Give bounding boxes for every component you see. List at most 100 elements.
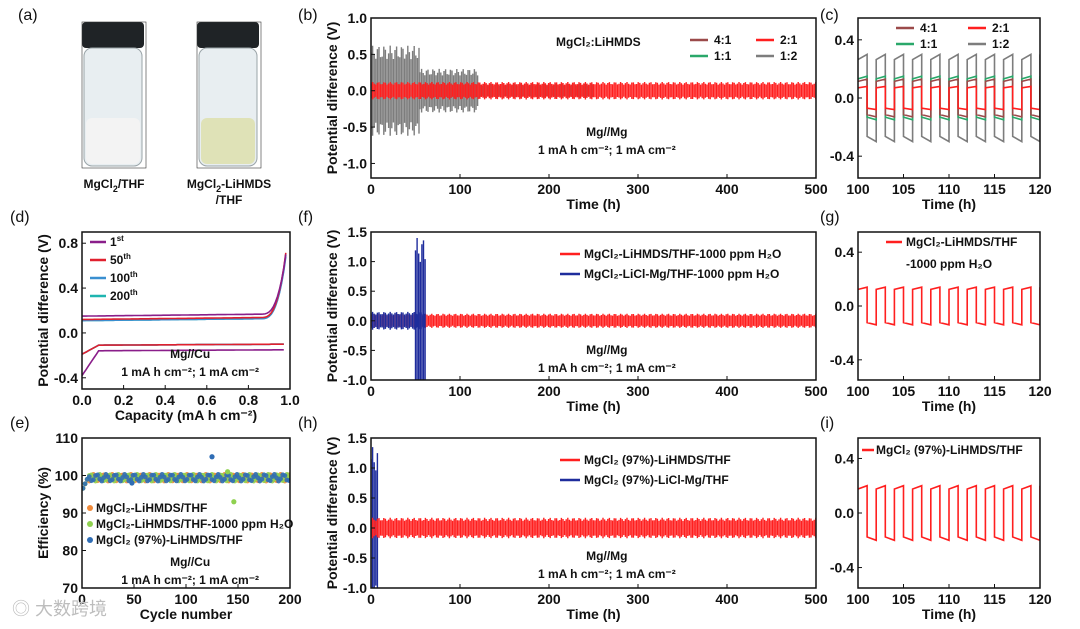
panel-label: (c) (820, 7, 839, 24)
efficiency-point (147, 477, 153, 482)
x-tick-label: 0.6 (197, 392, 217, 408)
y-tick-label: 1.0 (348, 254, 368, 270)
x-axis-label: Time (h) (566, 398, 620, 414)
discharge-curve (82, 349, 284, 376)
y-tick-label: 90 (62, 505, 78, 521)
efficiency-point (207, 472, 213, 478)
annotation-cell-type: Mg//Cu (170, 555, 210, 569)
legend-entry: MgCl₂-LiHMDS/THF (96, 501, 207, 515)
legend-superscript: th (130, 270, 138, 279)
vial-cap (197, 22, 259, 48)
x-tick-label: 0 (78, 591, 86, 607)
plot-frame (370, 17, 817, 179)
efficiency-point (199, 474, 205, 480)
annotation-cell-type: Mg//Mg (586, 125, 627, 139)
vial-contents (201, 118, 255, 164)
y-axis-label: Potential difference (V) (324, 230, 340, 382)
efficiency-point (143, 474, 148, 480)
y-tick-label: -0.4 (54, 370, 78, 386)
efficiency-point (240, 476, 246, 482)
vial-caption: MgCl2-LiHMDS (187, 177, 271, 194)
legend-entry: 200th (110, 288, 138, 303)
x-axis-label: Time (h) (566, 606, 620, 622)
x-tick-label: 100 (846, 181, 870, 197)
y-tick-label: 0.0 (835, 298, 855, 314)
square-wave-series (858, 78, 1040, 118)
plot-area (371, 447, 816, 588)
vial-contents (86, 118, 140, 164)
efficiency-point (286, 478, 290, 483)
watermark-logo: ◎ 大数跨境 (12, 599, 107, 619)
x-tick-label: 300 (626, 181, 650, 197)
efficiency-point (222, 476, 227, 482)
y-tick-label: -1.0 (343, 580, 367, 596)
efficiency-point (203, 476, 209, 482)
x-tick-label: 110 (938, 383, 961, 399)
x-axis-label: Time (h) (922, 606, 976, 622)
x-tick-label: 115 (983, 181, 1006, 197)
vial-caption-subscript: 2 (113, 184, 118, 194)
vial-caption-subscript: 2 (216, 184, 221, 194)
panel-i: (i) 100 105 110 115 120 -0.4 0.0 0.4 Time (h) MgCl… (820, 415, 1052, 622)
panel-b: (b) 0 100 200 300 400 500 -1.0 -0.5 0.0 0.5 1.0 Time… (298, 7, 828, 212)
x-axis-label: Capacity (mA h cm⁻²) (115, 407, 257, 423)
efficiency-point (155, 478, 161, 484)
plot-frame (370, 437, 817, 589)
efficiency-point (136, 478, 142, 484)
photo-frame (81, 21, 147, 169)
x-tick-label: 0.0 (72, 392, 92, 408)
plot-area (371, 238, 816, 380)
voltage-series (371, 313, 816, 328)
efficiency-point (118, 478, 123, 484)
annotation-conditions: 1 mA h cm⁻²; 1 mA cm⁻² (538, 567, 676, 581)
x-tick-label: 500 (804, 591, 828, 607)
x-tick-label: 100 (846, 383, 870, 399)
efficiency-point (282, 473, 288, 478)
panel-h: (h) 0 100 200 300 400 500 -1.0 -0.5 0.0 0.5 1.0 1.5 T… (298, 415, 828, 622)
efficiency-point (188, 472, 194, 478)
legend-entry: MgCl₂-LiHMDS/THF (906, 235, 1017, 249)
y-tick-label: 0.0 (348, 313, 368, 329)
x-tick-label: 500 (804, 181, 828, 197)
x-tick-label: 105 (892, 591, 916, 607)
vial-caption-line2: /THF (216, 193, 243, 207)
efficiency-point (161, 474, 167, 480)
x-tick-label: 1.0 (280, 392, 300, 408)
y-tick-label: 0.5 (348, 283, 368, 299)
x-axis-label: Cycle number (140, 606, 233, 622)
x-tick-label: 0.2 (114, 392, 134, 408)
y-tick-label: -0.4 (830, 148, 854, 164)
legend-entry: 50th (110, 252, 131, 267)
legend-entry: MgCl₂ (97%)-LiCl-Mg/THF (584, 473, 729, 487)
x-tick-label: 105 (892, 383, 916, 399)
efficiency-point (109, 477, 115, 483)
x-tick-label: 500 (804, 383, 828, 399)
legend-superscript: th (130, 288, 138, 297)
legend-entry: MgCl₂ (97%)-LiHMDS/THF (584, 453, 731, 467)
x-tick-label: 0.4 (155, 392, 175, 408)
legend-entry: 4:1 (714, 33, 732, 47)
y-tick-label: 1.0 (348, 460, 368, 476)
annotation-conditions: 1 mA h cm⁻²; 1 mA cm⁻² (121, 573, 259, 587)
y-axis-label: Potential difference (V) (324, 22, 340, 174)
panel-c: (c) 100 105 110 115 120 -0.4 0.0 0.4 Time (h) 4:1 2… (820, 7, 1052, 212)
efficiency-point (193, 478, 198, 484)
x-tick-label: 400 (715, 181, 739, 197)
x-tick-label: 100 (448, 383, 472, 399)
legend-entry: 1st (110, 234, 124, 249)
efficiency-point (95, 472, 100, 478)
y-tick-label: 100 (55, 468, 79, 484)
y-tick-label: 0.0 (59, 325, 79, 341)
panel-label: (b) (298, 7, 318, 24)
efficiency-point (263, 473, 269, 478)
plot-area (82, 454, 290, 505)
y-tick-label: 80 (62, 543, 78, 559)
x-tick-label: 200 (278, 591, 302, 607)
y-tick-label: 0.8 (59, 235, 79, 251)
efficiency-point (245, 473, 250, 478)
panel-f: (f) 0 100 200 300 400 500 -1.0 -0.5 0.0 0.5 1.0 1.5 T… (298, 209, 828, 414)
legend-entry: 1:2 (992, 37, 1010, 51)
efficiency-point (211, 478, 217, 484)
annotation-conditions: 1 mA h cm⁻²; 1 mA cm⁻² (538, 143, 676, 157)
